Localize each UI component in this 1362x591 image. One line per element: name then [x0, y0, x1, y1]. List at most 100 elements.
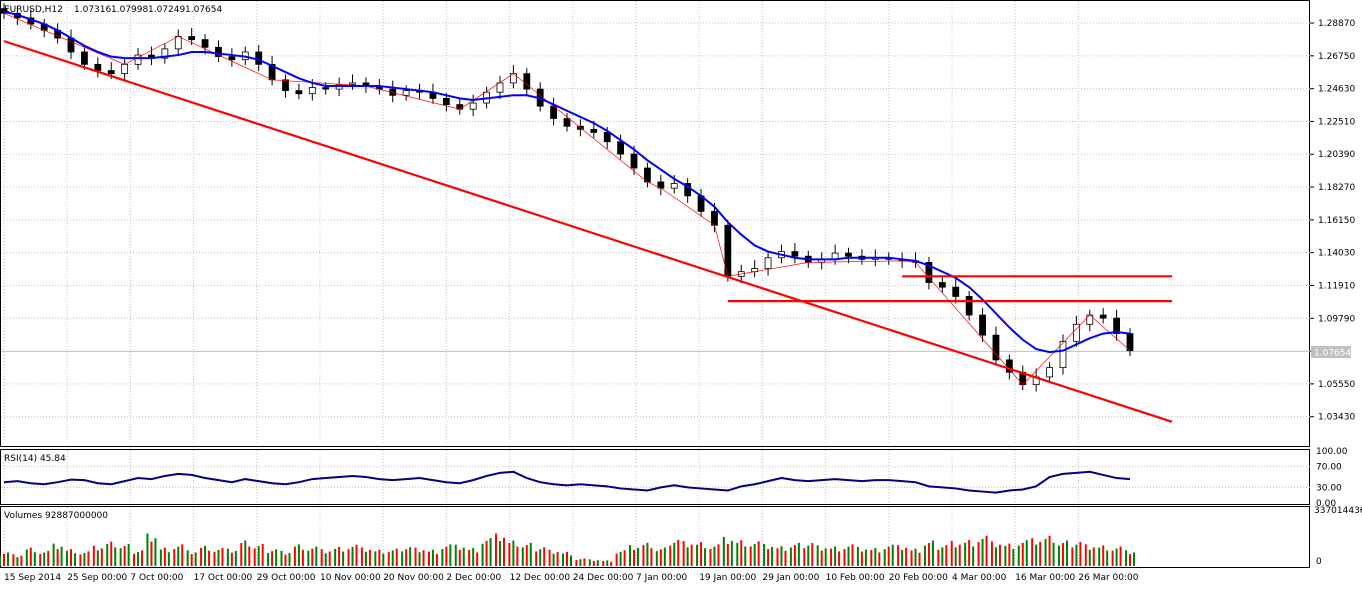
- bear-candle: [938, 282, 946, 288]
- zigzag-line: [3, 12, 1131, 386]
- bear-candle: [523, 73, 531, 90]
- x-tick-label: 29 Jan 00:00: [762, 573, 819, 583]
- price-plot: [0, 3, 1173, 423]
- bear-candle: [442, 97, 450, 105]
- bear-candle: [603, 132, 611, 143]
- price-tick-label: 1.20390: [1318, 150, 1355, 160]
- rsi-title: RSI(14) 45.84: [4, 454, 66, 464]
- bear-candle: [711, 210, 718, 226]
- x-tick-label: 10 Nov 00:00: [320, 573, 381, 583]
- bull-candle: [1059, 340, 1067, 369]
- bear-candle: [81, 51, 88, 65]
- x-tick-label: 19 Jan 00:00: [699, 573, 756, 583]
- bear-candle: [215, 46, 222, 58]
- x-tick-label: 12 Dec 00:00: [510, 573, 571, 583]
- volume-plot: [0, 533, 1135, 566]
- rsi-tick-label: 30.00: [1316, 483, 1342, 493]
- volume-tick-label: 0: [1316, 557, 1322, 567]
- open-value: 1.07316: [74, 5, 111, 15]
- high-value: 1.07998: [111, 5, 148, 15]
- bear-candle: [965, 296, 973, 316]
- axes: 15 Sep 2014 25 Sep 00:00 7 Oct 00:00 17 Oct…: [4, 19, 1362, 583]
- price-tick-label: 1.03430: [1318, 413, 1355, 423]
- bear-candle: [617, 141, 625, 155]
- bull-candle: [469, 102, 477, 110]
- bear-candle: [282, 79, 289, 92]
- price-tick-label: 1.14030: [1318, 249, 1355, 259]
- bull-candle: [121, 63, 129, 75]
- bull-candle: [308, 87, 316, 95]
- bear-candle: [979, 314, 986, 336]
- low-value: 1.07249: [148, 5, 185, 15]
- moving-average-line: [3, 10, 1131, 354]
- bear-candle: [1113, 317, 1120, 334]
- bull-candle: [1046, 367, 1053, 378]
- price-tick-label: 1.18270: [1318, 183, 1355, 193]
- price-tick-label: 1.22510: [1318, 117, 1355, 127]
- x-tick-label: 17 Oct 00:00: [194, 573, 253, 583]
- bear-candle: [845, 252, 852, 257]
- rsi-tick-label: 100.00: [1316, 447, 1348, 457]
- bull-candle: [349, 82, 356, 85]
- bear-candle: [791, 251, 799, 257]
- bear-candle: [107, 70, 115, 75]
- x-tick-label: 7 Oct 00:00: [130, 573, 183, 583]
- bear-candle: [188, 36, 196, 40]
- bear-candle: [94, 63, 102, 71]
- bull-candle: [161, 48, 169, 59]
- rsi-line: [3, 470, 1131, 494]
- descending-trendline: [3, 40, 1173, 423]
- bear-candle: [590, 128, 598, 133]
- x-tick-label: 26 Mar 00:00: [1078, 573, 1138, 583]
- current-price-tag: [1311, 346, 1351, 358]
- volume-title: Volumes 92887000000: [4, 511, 108, 521]
- x-tick-label: 20 Feb 00:00: [889, 573, 948, 583]
- bear-candle: [563, 118, 571, 127]
- rsi-plot: [3, 470, 1131, 494]
- price-tick-label: 1.09790: [1318, 314, 1355, 324]
- bull-candle: [174, 36, 182, 50]
- bull-candle: [134, 54, 142, 65]
- x-tick-label: 20 Nov 00:00: [383, 573, 444, 583]
- volume-tick-label: 337014436: [1314, 506, 1362, 516]
- bear-candle: [295, 90, 303, 95]
- price-panel-frame: [0, 0, 1310, 447]
- price-tick-label: 1.11910: [1318, 281, 1355, 291]
- price-tick-label: 1.28870: [1318, 19, 1355, 29]
- price-tick-label: 1.24630: [1318, 85, 1355, 95]
- x-tick-label: 29 Oct 00:00: [257, 573, 316, 583]
- bull-candle: [670, 183, 678, 189]
- bear-candle: [255, 51, 263, 65]
- bear-candle: [1099, 314, 1107, 319]
- x-tick-label: 10 Feb 00:00: [826, 573, 885, 583]
- bull-candle: [1072, 323, 1080, 342]
- x-tick-label: 25 Sep 00:00: [67, 573, 127, 583]
- price-tick-label: 1.05550: [1318, 380, 1355, 390]
- x-tick-label: 4 Mar 00:00: [952, 573, 1007, 583]
- rsi-panel-frame: [0, 449, 1310, 505]
- x-tick-label: 24 Dec 00:00: [573, 573, 634, 583]
- bear-candle: [952, 286, 960, 297]
- x-tick-label: 15 Sep 2014: [4, 573, 61, 583]
- bear-candle: [201, 39, 209, 48]
- x-tick-label: 2 Dec 00:00: [446, 573, 501, 583]
- bear-candle: [630, 153, 638, 169]
- rsi-tick-label: 70.00: [1316, 463, 1342, 473]
- bear-candle: [322, 87, 330, 90]
- bear-candle: [992, 334, 1000, 361]
- bear-candle: [228, 56, 236, 61]
- bull-candle: [764, 257, 772, 270]
- x-tick-label: 7 Jan 00:00: [636, 573, 688, 583]
- symbol-label: EURUSD,H12: [4, 5, 63, 15]
- price-tick-label: 1.26750: [1318, 52, 1355, 62]
- close-value: 1.07654: [185, 5, 222, 15]
- price-tick-label: 1.16150: [1318, 216, 1355, 226]
- x-tick-label: 16 Mar 00:00: [1015, 573, 1075, 583]
- rsi-tick-label: 0.00: [1316, 499, 1336, 509]
- bear-candle: [1126, 333, 1134, 352]
- grid: [1, 1, 1310, 566]
- bull-candle: [402, 90, 410, 96]
- current-price-label: 1.07654: [1314, 349, 1351, 359]
